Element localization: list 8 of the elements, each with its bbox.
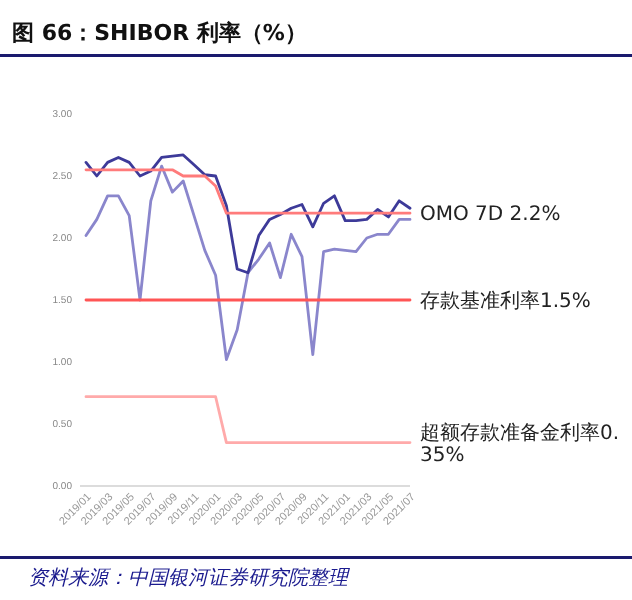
line-series: [84, 164, 412, 361]
series-label: 超额存款准备金利率0.35%: [420, 420, 620, 467]
line-series: [84, 168, 412, 215]
series-label: 存款基准利率1.5%: [420, 289, 591, 313]
series-label: OMO 7D 2.2%: [420, 204, 561, 227]
text: 资料来源：中国银河证券研究院整理: [28, 566, 350, 590]
chart-title: 图 66：SHIBOR 利率（%）: [12, 20, 307, 46]
line-series: [84, 153, 412, 275]
